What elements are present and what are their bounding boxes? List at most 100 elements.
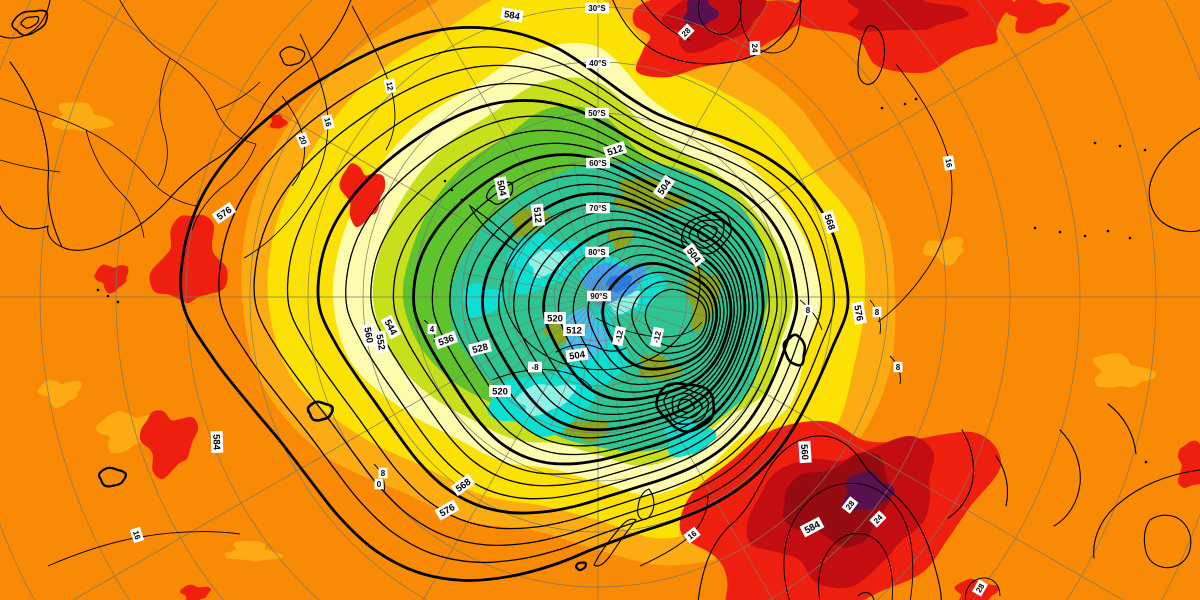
tasmania — [857, 591, 875, 600]
height-contour-label-box — [361, 323, 377, 347]
meridian-line — [72, 296, 599, 600]
aux-contour-label-box — [378, 467, 388, 479]
height-contour-label-box — [500, 7, 524, 23]
country-border — [119, 0, 257, 145]
height-contour-layer — [179, 25, 850, 582]
height-contour-label: 584 — [210, 430, 224, 454]
height-contour-label: 568 — [820, 209, 840, 235]
island-dot — [1144, 460, 1148, 464]
latitude-label: 90°S — [587, 290, 611, 302]
aux-contour-label: 8 — [872, 306, 882, 318]
height-contour-label-box — [373, 330, 389, 354]
aux-contour-label: 20 — [295, 131, 311, 149]
africa-south-coast — [612, 0, 803, 65]
aux-contour-label-text: 20 — [297, 134, 309, 146]
island-dot — [443, 179, 447, 183]
aux-contour-label-text: 0 — [377, 480, 382, 489]
height-contour-label-box — [563, 324, 585, 336]
shade-patch — [1092, 352, 1156, 388]
aux-contour-label-text: -12 — [614, 329, 625, 343]
aux-contour-label: 16 — [683, 526, 701, 544]
height-contour-label: 560 — [798, 440, 812, 464]
aux-contour-label-text: 16 — [322, 117, 333, 128]
aux-contour-label: 24 — [869, 510, 887, 528]
country-border — [215, 81, 261, 111]
shade-patch — [515, 384, 576, 417]
aux-contour-label-text: 12 — [384, 81, 395, 92]
polar-fan-meridian — [509, 296, 599, 403]
vortex-ring — [688, 218, 725, 249]
warm-patch-layer — [94, 0, 1200, 600]
island-dot — [1058, 230, 1062, 234]
island-dot — [880, 106, 884, 110]
aux-contour-label-text: -12 — [652, 330, 663, 344]
aux-contour-label-text: 8 — [381, 469, 386, 478]
south-america-west-coast — [9, 61, 63, 248]
height-contour-label-box — [211, 201, 237, 225]
island-dot — [96, 288, 100, 292]
closed-contour-loop — [20, 15, 40, 29]
height-contour-label: 520 — [489, 385, 511, 397]
height-contour-label-box — [798, 440, 812, 464]
height-contour-label-text: 560 — [361, 326, 375, 344]
height-contour-label: 528 — [468, 339, 492, 357]
country-border — [85, 129, 145, 239]
warm-patch — [269, 114, 288, 129]
latitude-label-text: 90°S — [590, 292, 608, 301]
aux-contour-label: 16 — [129, 526, 145, 544]
aux-contour-label-box — [749, 40, 761, 56]
latitude-label-text: 80°S — [588, 248, 606, 257]
island-dot — [1083, 234, 1087, 238]
aux-contour-label: 28 — [841, 496, 859, 514]
polar-fan-meridian — [573, 296, 599, 432]
aux-contour-label: 4 — [427, 323, 437, 335]
height-contour-label-box — [602, 140, 628, 160]
vortex-ring — [655, 382, 716, 433]
height-contour-label-box — [433, 330, 459, 350]
aux-contour-label: 28 — [971, 579, 989, 597]
polar-fan-meridian — [597, 296, 733, 322]
closed-contour-loop — [574, 561, 587, 572]
latitude-label: 50°S — [585, 107, 609, 119]
height-contour-label: 512 — [563, 324, 585, 336]
polar-fan-meridian — [597, 296, 646, 426]
island-dot — [1118, 144, 1122, 148]
aux-contour — [877, 63, 953, 323]
height-contour-label-text: 584 — [503, 9, 521, 23]
aux-contour-label-text: -8 — [531, 363, 539, 372]
warm-patch — [1005, 0, 1070, 34]
height-contour-504 — [601, 261, 719, 371]
aux-contour — [491, 369, 593, 389]
country-border — [157, 57, 171, 187]
height-contour-label-text: 512 — [531, 207, 544, 224]
height-contour-label-box — [210, 430, 224, 454]
warm-patch — [94, 264, 129, 294]
new-zealand-north-island — [637, 488, 655, 521]
shade-patch — [613, 178, 691, 212]
height-contour-528 — [513, 210, 739, 416]
height-contour-label-text: 504 — [494, 179, 508, 197]
south-america-east-coast — [0, 0, 352, 251]
height-contour-544 — [449, 174, 754, 447]
height-contour-536 — [481, 192, 747, 432]
aux-contour-label-box — [942, 155, 956, 171]
aux-contour-label-box — [971, 579, 989, 597]
aux-contour-label-box — [374, 478, 384, 490]
aux-contour-label-box — [321, 113, 335, 131]
height-contour-label-text: 512 — [566, 325, 582, 336]
island-dot — [1106, 229, 1110, 233]
latitude-label: 30°S — [585, 2, 609, 14]
aux-contour-label-text: 8 — [896, 363, 901, 372]
height-contour-label-text: 520 — [547, 313, 563, 324]
aux-contour-label-box — [528, 361, 542, 373]
height-contour-label: 560 — [361, 323, 377, 347]
indonesia-island-4 — [1107, 403, 1137, 455]
height-contour-label: 512 — [602, 140, 628, 160]
aux-contour-label-box — [129, 526, 145, 544]
polar-fan-meridian — [597, 191, 687, 298]
country-border — [0, 159, 61, 173]
height-contour-label-box — [380, 314, 402, 340]
aux-contour-label: -12 — [611, 325, 627, 347]
height-contour-512 — [572, 245, 725, 386]
